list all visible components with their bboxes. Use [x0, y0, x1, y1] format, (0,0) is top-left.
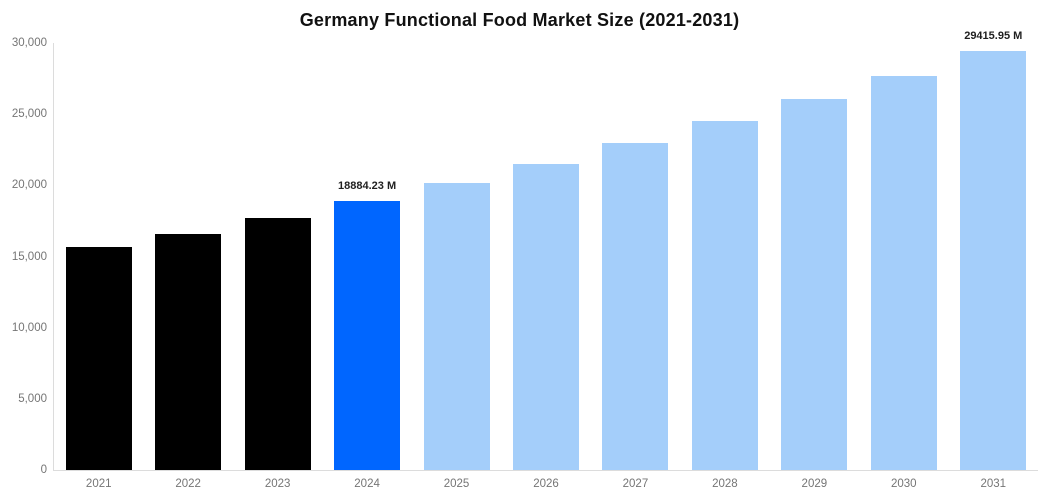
x-tick-label-2025: 2025 — [443, 478, 470, 490]
x-tick-label-2023: 2023 — [264, 478, 291, 490]
bar-slot-2024: 18884.23 M — [322, 43, 411, 470]
bar-2022 — [155, 233, 222, 470]
y-axis-labels: 0 5,000 10,000 15,000 20,000 25,000 30,000 — [12, 37, 1038, 476]
x-tick-label-2021: 2021 — [85, 478, 112, 490]
data-label-2031: 29415.95 M — [964, 30, 1023, 43]
x-tick-label-2030: 2030 — [891, 478, 917, 490]
bar-slot-2026 — [501, 43, 590, 470]
bar-slot-2029 — [770, 43, 859, 470]
y-tick-label: 10,000 — [11, 321, 47, 334]
x-tick-label-2024: 2024 — [354, 478, 380, 490]
bar-2024 — [334, 201, 401, 470]
bar-slot-2025 — [412, 43, 501, 470]
x-tick-label-2022: 2022 — [175, 478, 201, 490]
x-tick-label-2027: 2027 — [622, 478, 649, 490]
bar-2021 — [65, 246, 132, 470]
y-tick-label: 15,000 — [11, 250, 47, 263]
bar-slot-2028 — [680, 43, 769, 470]
bar-slot-2022 — [143, 43, 232, 470]
bar-slot-2021 — [54, 43, 143, 470]
y-tick-label: 30,000 — [11, 37, 47, 49]
bar-2025 — [423, 183, 490, 470]
bar-2028 — [691, 121, 758, 470]
bar-slot-2030 — [859, 43, 948, 470]
x-tick-label-2031: 2031 — [980, 478, 1007, 490]
bar-2027 — [602, 143, 669, 470]
y-tick-label: 20,000 — [11, 179, 47, 192]
bar-2031 — [960, 51, 1027, 470]
bar-slot-2023 — [233, 43, 322, 470]
data-label-2024: 18884.23 M — [338, 180, 397, 193]
bars-container: 18884.23 M 29415.95 M — [54, 30, 1038, 470]
y-tick-label: 25,000 — [11, 108, 47, 121]
y-tick-label: 5,000 — [18, 392, 47, 405]
bar-2026 — [512, 163, 579, 470]
bar-2030 — [870, 75, 937, 470]
plot-area: 0 5,000 10,000 15,000 20,000 25,000 30,000 188… — [12, 30, 1038, 490]
chart-title: Germany Functional Food Market Size (202… — [299, 10, 740, 30]
x-tick-label-2029: 2029 — [801, 478, 828, 490]
y-tick-label: 0 — [40, 464, 47, 476]
bar-slot-2031: 29415.95 M — [949, 30, 1038, 470]
bar-2023 — [244, 218, 311, 470]
x-tick-label-2026: 2026 — [533, 478, 559, 490]
bar-2029 — [781, 98, 848, 470]
x-tick-label-2028: 2028 — [712, 478, 738, 490]
bar-slot-2027 — [591, 43, 680, 470]
x-axis-labels: 2021 2022 2023 2024 2025 2026 2027 2028 2029 2030… — [54, 470, 1038, 490]
